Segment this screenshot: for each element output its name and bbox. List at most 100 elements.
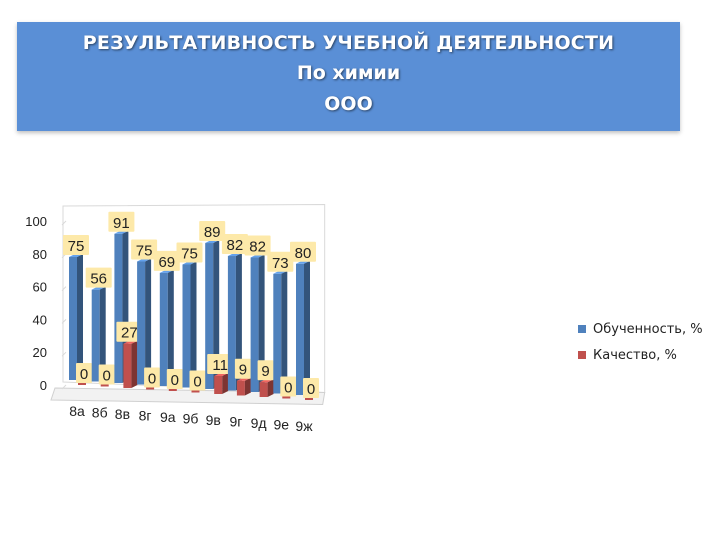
bar-kachestvo-8г xyxy=(146,387,155,390)
bar-obuchennost-9б-side xyxy=(190,261,197,388)
bar-obuchennost-9д-side xyxy=(258,254,265,392)
legend-item-obuchennost: Обученность, % xyxy=(578,316,703,342)
bar-obuchennost-8б-side xyxy=(99,286,106,382)
data-label-kachestvo-9г-box xyxy=(234,358,251,379)
x-tick-label: 8г xyxy=(139,408,152,424)
bar-obuchennost-9ж xyxy=(296,263,304,395)
legend-swatch-obuchennost xyxy=(578,325,586,333)
bar-obuchennost-9ж-side xyxy=(304,260,310,395)
data-label-kachestvo-9б: 0 xyxy=(193,374,201,391)
data-label-obuchennost-9г-box xyxy=(221,234,248,255)
y-tick-label: 80 xyxy=(33,247,47,262)
data-label-obuchennost-8в: 91 xyxy=(113,215,130,232)
data-label-obuchennost-9г: 82 xyxy=(227,237,244,254)
chart-floor xyxy=(50,387,326,406)
data-label-obuchennost-9д-box xyxy=(244,235,271,256)
chart-subtitle: По химии xyxy=(296,62,401,84)
data-label-kachestvo-9ж-box xyxy=(303,378,319,398)
data-label-kachestvo-8в-box xyxy=(116,321,143,342)
gridline xyxy=(61,286,67,291)
bar-obuchennost-9е-side xyxy=(281,270,288,394)
bar-kachestvo-9в xyxy=(214,375,223,394)
data-label-kachestvo-9ж: 0 xyxy=(307,381,315,398)
data-label-obuchennost-9е: 73 xyxy=(272,255,289,272)
y-tick-label: 60 xyxy=(33,280,47,295)
bar-kachestvo-8в-side xyxy=(131,340,138,388)
chart-title: РЕЗУЛЬТАТИВНОСТЬ УЧЕБНОЙ ДЕЯТЕЛЬНОСТИ xyxy=(82,32,615,54)
bar-kachestvo-8а xyxy=(78,383,86,385)
bar-obuchennost-8в xyxy=(114,233,123,383)
data-label-kachestvo-8б-box xyxy=(98,364,115,385)
data-label-obuchennost-9ж: 80 xyxy=(295,245,312,262)
data-label-kachestvo-9д-box xyxy=(257,360,274,381)
bar-obuchennost-8г xyxy=(137,261,146,385)
data-label-obuchennost-9д: 82 xyxy=(249,239,266,256)
data-label-kachestvo-9б-box xyxy=(189,370,206,391)
bar-kachestvo-9д-side xyxy=(267,379,274,397)
bar-kachestvo-9г xyxy=(236,380,245,396)
data-label-kachestvo-8г-box xyxy=(144,367,161,388)
data-label-obuchennost-9а: 69 xyxy=(158,254,175,271)
bar-obuchennost-9е xyxy=(273,273,282,394)
legend: Обученность, % Качество, % xyxy=(578,316,703,368)
data-label-kachestvo-8б: 0 xyxy=(103,368,111,385)
bar-kachestvo-9г-side xyxy=(244,377,251,396)
x-tick-label: 9д xyxy=(251,415,267,431)
legend-label-kachestvo: Качество, % xyxy=(593,347,677,363)
data-label-kachestvo-8г: 0 xyxy=(148,371,156,388)
y-tick-label: 40 xyxy=(33,312,47,327)
legend-label-obuchennost: Обученность, % xyxy=(593,321,703,337)
x-tick-label: 9е xyxy=(274,417,290,433)
data-label-obuchennost-8г-box xyxy=(131,239,158,260)
bar-kachestvo-9б xyxy=(191,390,200,393)
data-label-kachestvo-8а-box xyxy=(76,363,92,383)
bar-obuchennost-9в xyxy=(205,243,214,389)
bar-obuchennost-9а xyxy=(159,272,168,386)
y-tick-label: 0 xyxy=(40,378,47,393)
bar-obuchennost-9г xyxy=(227,256,236,391)
bar-obuchennost-9а-side xyxy=(167,269,174,386)
bar-kachestvo-9д xyxy=(259,382,268,397)
bar-kachestvo-8б xyxy=(100,384,109,387)
data-label-obuchennost-8а-box xyxy=(63,235,89,255)
data-label-obuchennost-8б: 56 xyxy=(90,271,107,288)
bar-obuchennost-8а xyxy=(69,257,77,380)
data-label-obuchennost-9б-box xyxy=(176,242,203,263)
bar-kachestvo-9е xyxy=(282,396,291,399)
gridline xyxy=(61,220,67,226)
bar-kachestvo-9а xyxy=(168,389,177,391)
data-label-kachestvo-8а: 0 xyxy=(80,366,88,383)
bar-obuchennost-8а-side xyxy=(77,254,83,380)
data-label-kachestvo-9а-box xyxy=(166,369,183,389)
data-label-kachestvo-9г: 9 xyxy=(239,362,247,379)
data-label-obuchennost-9ж-box xyxy=(290,241,316,262)
x-tick-label: 8б xyxy=(92,405,108,421)
data-label-obuchennost-8б-box xyxy=(85,267,112,288)
data-label-obuchennost-9в-box xyxy=(199,221,226,242)
legend-item-kachestvo: Качество, % xyxy=(578,342,703,368)
gridline xyxy=(61,319,67,324)
data-label-obuchennost-8а: 75 xyxy=(68,238,85,255)
data-label-kachestvo-9д: 9 xyxy=(261,363,269,380)
data-label-obuchennost-9б: 75 xyxy=(181,246,198,263)
x-tick-label: 8в xyxy=(115,406,130,422)
x-tick-label: 9б xyxy=(183,411,199,427)
y-tick-label: 100 xyxy=(25,214,47,229)
data-label-kachestvo-9а: 0 xyxy=(171,372,179,389)
x-tick-label: 9ж xyxy=(295,418,313,434)
bar-obuchennost-9в-side xyxy=(213,240,220,389)
data-label-kachestvo-9в: 11 xyxy=(212,357,228,374)
legend-swatch-kachestvo xyxy=(578,351,586,359)
data-label-obuchennost-8в-box xyxy=(108,211,135,232)
data-label-obuchennost-9е-box xyxy=(267,251,294,272)
bar-obuchennost-8г-side xyxy=(145,258,152,385)
bar-kachestvo-9ж xyxy=(305,398,313,400)
x-tick-label: 9в xyxy=(206,412,221,428)
data-label-kachestvo-9е: 0 xyxy=(284,380,292,397)
bar-obuchennost-9б xyxy=(182,264,191,388)
x-tick-label: 9г xyxy=(229,414,242,430)
data-label-kachestvo-9в-box xyxy=(207,353,234,374)
x-tick-label: 8а xyxy=(69,403,85,419)
data-label-kachestvo-8в: 27 xyxy=(121,325,138,342)
